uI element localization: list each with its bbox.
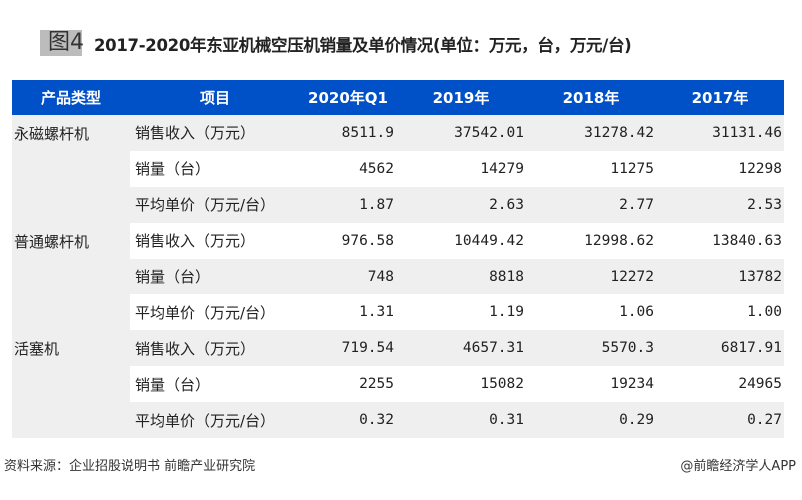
value-cell: 1.31: [300, 294, 396, 331]
data-table: 产品类型 项目 2020年Q1 2019年 2018年 2017年 永磁螺杆机销…: [12, 80, 784, 439]
item-cell: 销量（台）: [130, 150, 300, 187]
category-cell: 活塞机: [12, 330, 130, 439]
item-cell: 销售收入（万元）: [130, 330, 300, 367]
value-cell: 1.19: [396, 294, 526, 331]
table-row: 平均单价（万元/台） 1.87 2.63 2.77 2.53: [12, 186, 784, 223]
figure-title: 2017-2020年东亚机械空压机销量及单价情况(单位：万元，台，万元/台): [94, 36, 632, 55]
header-2019: 2019年: [396, 80, 526, 115]
figure-label-text: 图4: [48, 30, 84, 55]
value-cell: 0.32: [300, 402, 396, 439]
table-row: 平均单价（万元/台） 0.32 0.31 0.29 0.27: [12, 402, 784, 439]
header-2020q1: 2020年Q1: [300, 80, 396, 115]
value-cell: 2.53: [656, 186, 784, 223]
value-cell: 4657.31: [396, 330, 526, 367]
value-cell: 13782: [656, 258, 784, 295]
figure-title-row: 图4 2017-2020年东亚机械空压机销量及单价情况(单位：万元，台，万元/台…: [0, 26, 802, 62]
table-row: 活塞机 销售收入（万元） 719.54 4657.31 5570.3 6817.91: [12, 330, 784, 439]
header-2018: 2018年: [526, 80, 656, 115]
source-note: 资料来源：企业招股说明书 前瞻产业研究院: [4, 459, 256, 474]
table-row: 销量（台） 748 8818 12272 13782: [12, 258, 784, 295]
value-cell: 12298: [656, 150, 784, 187]
value-cell: 12998.62: [526, 222, 656, 259]
value-cell: 8511.9: [300, 115, 396, 151]
figure-label: 图4: [40, 30, 84, 56]
item-cell: 平均单价（万元/台）: [130, 186, 300, 223]
value-cell: 5570.3: [526, 330, 656, 367]
value-cell: 37542.01: [396, 115, 526, 151]
value-cell: 13840.63: [656, 222, 784, 259]
table-row: 销量（台） 4562 14279 11275 12298: [12, 150, 784, 187]
value-cell: 4562: [300, 150, 396, 187]
table-row: 普通螺杆机 销售收入（万元） 976.58 10449.42 12998.62 13840…: [12, 222, 784, 331]
value-cell: 0.31: [396, 402, 526, 439]
value-cell: 1.00: [656, 294, 784, 331]
value-cell: 19234: [526, 366, 656, 403]
value-cell: 31278.42: [526, 115, 656, 151]
value-cell: 0.27: [656, 402, 784, 439]
item-cell: 销售收入（万元）: [130, 222, 300, 259]
table-row: 平均单价（万元/台） 1.31 1.19 1.06 1.00: [12, 294, 784, 331]
category-cell: 普通螺杆机: [12, 222, 130, 331]
item-cell: 平均单价（万元/台）: [130, 294, 300, 331]
value-cell: 2.63: [396, 186, 526, 223]
table-row: 永磁螺杆机 销售收入（万元） 8511.9 37542.01 31278.42 31131…: [12, 115, 784, 223]
value-cell: 8818: [396, 258, 526, 295]
header-category: 产品类型: [12, 80, 130, 115]
table-header-row: 产品类型 项目 2020年Q1 2019年 2018年 2017年: [12, 80, 784, 115]
item-cell: 销量（台）: [130, 258, 300, 295]
value-cell: 24965: [656, 366, 784, 403]
item-cell: 平均单价（万元/台）: [130, 402, 300, 439]
category-cell: 永磁螺杆机: [12, 115, 130, 223]
value-cell: 1.87: [300, 186, 396, 223]
header-item: 项目: [130, 80, 300, 115]
credit-note: @前瞻经济学人APP: [680, 459, 796, 474]
value-cell: 748: [300, 258, 396, 295]
value-cell: 10449.42: [396, 222, 526, 259]
table-row: 销量（台） 2255 15082 19234 24965: [12, 366, 784, 403]
value-cell: 6817.91: [656, 330, 784, 367]
value-cell: 719.54: [300, 330, 396, 367]
value-cell: 976.58: [300, 222, 396, 259]
value-cell: 2255: [300, 366, 396, 403]
item-cell: 销量（台）: [130, 366, 300, 403]
header-2017: 2017年: [656, 80, 784, 115]
value-cell: 11275: [526, 150, 656, 187]
value-cell: 12272: [526, 258, 656, 295]
value-cell: 1.06: [526, 294, 656, 331]
item-cell: 销售收入（万元）: [130, 115, 300, 151]
value-cell: 2.77: [526, 186, 656, 223]
value-cell: 15082: [396, 366, 526, 403]
value-cell: 0.29: [526, 402, 656, 439]
value-cell: 14279: [396, 150, 526, 187]
value-cell: 31131.46: [656, 115, 784, 151]
